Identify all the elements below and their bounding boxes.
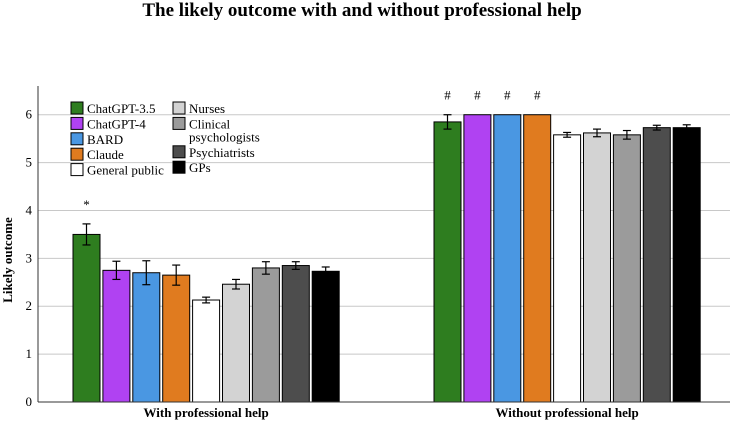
bar-0-3 [162, 274, 191, 403]
significance-mark-1-2: # [504, 88, 511, 103]
legend-label-line: GPs [189, 160, 211, 175]
bar-1-4 [553, 134, 582, 403]
bar-1-2 [493, 114, 522, 403]
legend-swatch-1 [70, 116, 84, 130]
y-axis-title: Likely outcome [0, 217, 15, 303]
bar-1-7 [642, 127, 671, 403]
y-tick-label-2: 2 [26, 298, 33, 313]
x-category-label-1: Without professional help [495, 405, 638, 420]
legend-label-line: Nurses [189, 101, 225, 116]
legend-label-line: Psychiatrists [189, 145, 255, 160]
legend-label-line: ChatGPT-4 [87, 116, 146, 131]
legend-swatch-0 [70, 101, 84, 115]
legend-label-2: BARD [87, 132, 123, 147]
legend-label-0: ChatGPT-3.5 [87, 101, 156, 116]
x-category-label-0: With professional help [143, 405, 268, 420]
legend-label-line: Claude [87, 147, 124, 162]
legend-label-1: ChatGPT-4 [87, 116, 146, 131]
legend-swatch-8 [172, 160, 186, 174]
legend-label-line: General public [87, 163, 164, 178]
legend-label-7: Psychiatrists [189, 145, 255, 160]
legend-label-6: Clinical psychologists [189, 116, 260, 144]
bar-1-3 [523, 114, 552, 403]
y-tick-label-6: 6 [26, 107, 33, 122]
legend-label-line: BARD [87, 132, 123, 147]
legend-swatch-6 [172, 116, 186, 130]
legend-swatch-2 [70, 132, 84, 146]
significance-mark-1-3: # [534, 88, 541, 103]
bar-1-5 [583, 132, 611, 403]
legend-label-3: Claude [87, 147, 124, 162]
significance-mark-1-1: # [474, 88, 481, 103]
legend-label-line: Clinical [189, 116, 231, 131]
legend-label-8: GPs [189, 160, 211, 175]
significance-mark-0-0: * [83, 197, 90, 212]
y-tick-label-4: 4 [26, 202, 33, 217]
bar-1-0 [433, 121, 462, 403]
bar-1-1 [463, 114, 492, 403]
y-tick-label-3: 3 [26, 250, 33, 265]
bar-0-5 [222, 283, 250, 403]
legend-label-line: psychologists [189, 129, 260, 144]
bars: * # # # # [72, 88, 701, 403]
chart-title: The likely outcome with and without prof… [142, 0, 581, 21]
bar-0-4 [192, 299, 221, 403]
bar-1-8 [672, 127, 701, 403]
bar-0-2 [132, 272, 161, 403]
y-tick-label-5: 5 [26, 155, 33, 170]
y-tick-label-1: 1 [26, 346, 33, 361]
axes: 0 1 2 3 4 5 6 With professional help Without pro… [26, 86, 730, 420]
bar-1-6 [612, 134, 641, 403]
significance-mark-1-0: # [444, 88, 451, 103]
legend-label-4: General public [87, 163, 164, 178]
legend-swatch-7 [172, 145, 186, 159]
bar-0-0 [72, 233, 101, 403]
legend-swatch-3 [70, 147, 84, 161]
bar-0-6 [251, 267, 280, 403]
legend-label-line: ChatGPT-3.5 [87, 101, 156, 116]
y-tick-label-0: 0 [26, 394, 33, 409]
bar-0-7 [281, 265, 310, 403]
bar-0-8 [311, 270, 340, 403]
legend-swatch-5 [172, 101, 186, 115]
legend-label-5: Nurses [189, 101, 225, 116]
legend-swatch-4 [70, 163, 84, 177]
bar-0-1 [102, 269, 131, 403]
